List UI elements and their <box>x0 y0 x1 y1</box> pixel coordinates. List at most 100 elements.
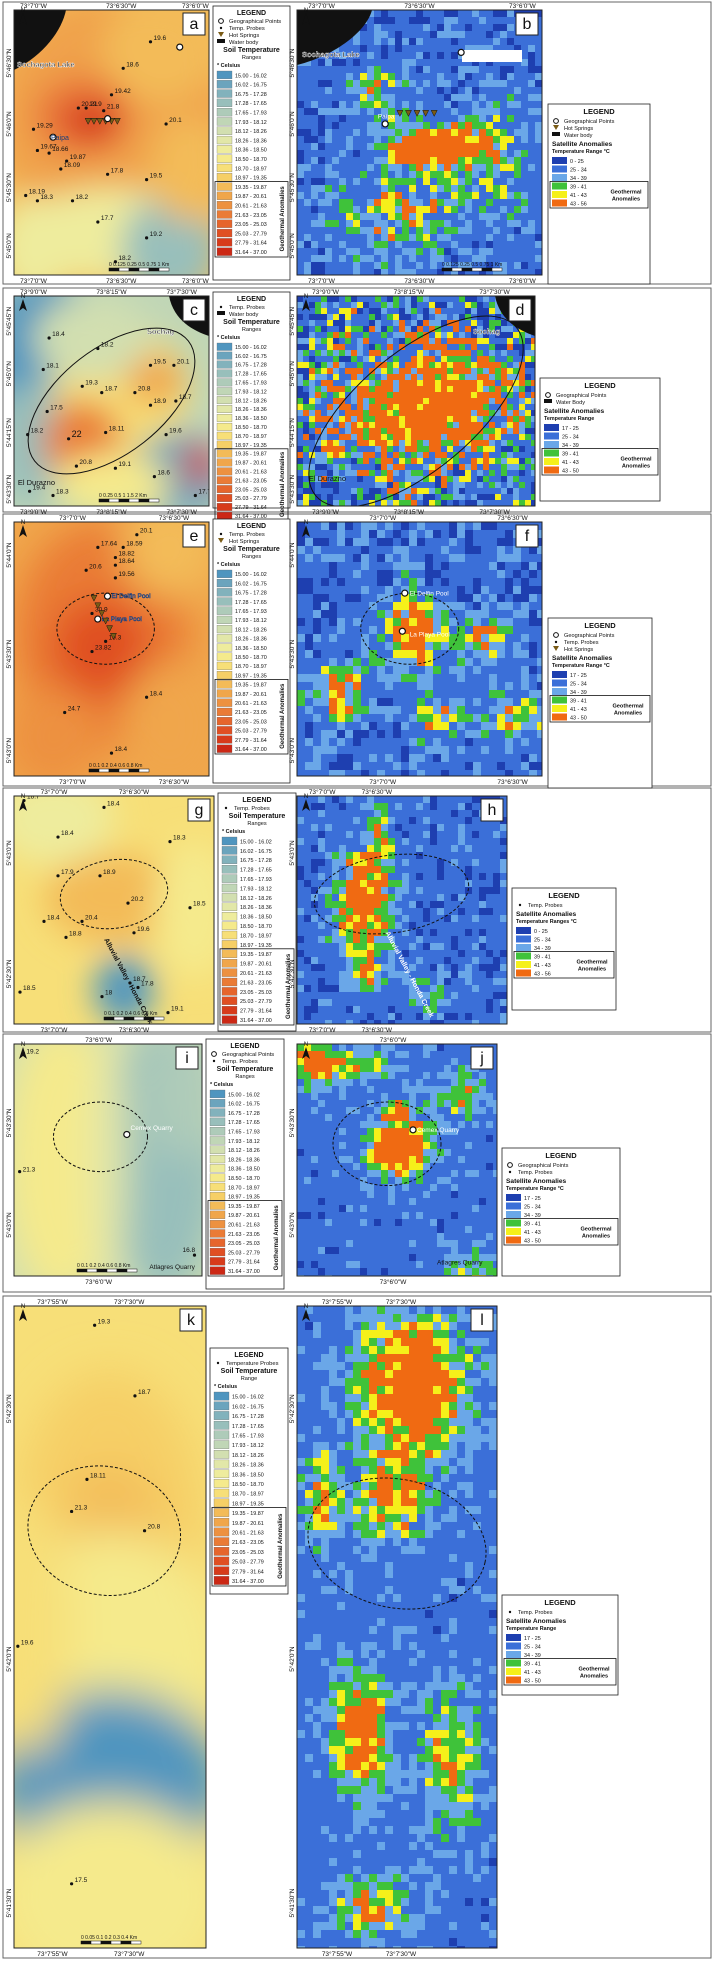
legend-swatch <box>221 883 238 893</box>
legend-swatch <box>516 944 531 951</box>
x-tick-label-top: 73°7'0"W <box>369 514 397 522</box>
legend-item-probe: Temp. Probes <box>229 305 265 311</box>
anomaly-ellipse <box>360 592 460 665</box>
probe-value: 19.1 <box>118 461 131 468</box>
legend-range-label: 18.70 - 18.97 <box>228 1185 260 1191</box>
legend-range-label: 18.12 - 18.26 <box>228 1148 260 1154</box>
legend-range-label: 31.64 - 37.00 <box>240 1018 272 1024</box>
temp-probe-marker <box>47 336 51 340</box>
y-tick-label: 5°46'0"N <box>288 111 296 137</box>
row-frame <box>2 513 712 787</box>
probe-value: 19.42 <box>115 88 132 95</box>
y-tick-label: 5°46'30"N <box>5 48 13 77</box>
temp-probe-marker <box>24 193 28 198</box>
legend-range-label: 27.79 - 31.64 <box>240 1009 272 1015</box>
x-tick-label-bottom: 73°8'15"W <box>96 508 127 516</box>
scale-bar: 0 0.05 0.1 0.2 0.3 0.4 Km <box>80 1935 142 1945</box>
scale-bar: 0 0.125 0.25 0.5 0.75 1 Km <box>108 262 169 272</box>
legend-range-label: 23.05 - 25.03 <box>235 719 267 725</box>
hot-spring-marker <box>422 110 430 117</box>
legend-frame <box>501 1147 621 1277</box>
y-tick-label: 5°45'0"N <box>288 233 296 259</box>
north-label: N <box>21 294 25 300</box>
legend-swatch <box>213 1420 230 1430</box>
north-arrow-icon: N <box>19 294 27 311</box>
legend-swatch <box>216 661 233 670</box>
legend-swatch <box>216 360 233 369</box>
panel-letter: c <box>190 302 198 319</box>
anomaly-ellipse <box>27 327 196 475</box>
legend-range-label: 19.87 - 20.61 <box>240 962 272 968</box>
legend-swatch <box>216 671 233 680</box>
y-tick-label: 5°45'0"N <box>288 361 296 387</box>
legend-range-label: 39 - 41 <box>524 1662 541 1668</box>
legend-range-label: 18.97 - 19.35 <box>235 443 267 449</box>
y-tick-label: 5°43'0"N <box>288 1212 296 1238</box>
x-tick-label-bottom: 73°6'30"W <box>497 778 528 786</box>
north-label: N <box>21 1304 25 1310</box>
scale-bar: 0 0.1 0.2 0.4 0.6 0.8 Km <box>103 1011 165 1021</box>
y-tick-label: 5°43'0"N <box>5 840 13 866</box>
legend-swatch <box>506 1194 521 1201</box>
legend-swatch <box>216 698 233 707</box>
place-label: Cemex Quarry <box>417 1127 460 1134</box>
legend-soil-title: Soil Temperature <box>223 319 280 326</box>
x-tick-label-bottom: 73°8'15"W <box>394 508 425 516</box>
probe-value: 18.6 <box>157 470 170 477</box>
legend-range-label: 16.02 - 16.75 <box>235 354 267 360</box>
soil-gradient <box>14 195 73 275</box>
legend-frame <box>205 1038 285 1290</box>
probe-value: 20.1 <box>140 528 153 535</box>
probe-value: 18.7 <box>133 976 146 983</box>
legend-range-label: 25.03 - 27.79 <box>235 496 267 502</box>
legend-swatch <box>544 432 559 440</box>
legend-swatch <box>216 476 233 485</box>
temp-probe-marker <box>121 66 125 70</box>
probe-value: 18.09 <box>64 162 81 169</box>
legend-swatch <box>209 1136 226 1145</box>
anomaly-ellipse <box>307 1477 487 1610</box>
probe-value: 19.87 <box>70 154 87 161</box>
temp-probe-marker <box>70 199 75 203</box>
probe-value: 18.66 <box>52 146 69 153</box>
legend-swatch <box>506 1236 521 1244</box>
probe-value: 19.5 <box>150 173 163 180</box>
legend-item-probe: Temp. Probes <box>222 1059 258 1065</box>
north-arrow-icon: N <box>302 1304 310 1321</box>
north-label: N <box>304 794 308 800</box>
legend-anomalies: Anomalies <box>580 1674 608 1680</box>
x-tick-label-bottom: 73°6'30"W <box>106 277 137 285</box>
legend-range-label: 19.87 - 20.61 <box>235 461 267 467</box>
legend-item-geo: Geographical Points <box>222 1052 274 1058</box>
legend-swatch <box>552 705 567 712</box>
place-label: Atlagres Quarry <box>437 1259 483 1266</box>
place-label: Paipa <box>51 135 69 142</box>
temp-probe-marker <box>188 906 192 910</box>
soil-gradient <box>53 453 170 506</box>
probe-value: 23.82 <box>95 645 112 652</box>
legend-range-label: 31.64 - 37.00 <box>235 250 267 256</box>
geo-point-marker <box>457 48 465 57</box>
temp-probe-marker <box>172 363 176 367</box>
legend-swatch <box>506 1202 521 1210</box>
probe-value: 19.6 <box>154 35 167 42</box>
probe-value: 18.11 <box>90 1472 106 1479</box>
legend-range-label: 16.02 - 16.75 <box>228 1102 260 1108</box>
probe-value: 19.4 <box>33 484 46 491</box>
probe-value: 21.3 <box>23 1167 36 1174</box>
legend-swatch <box>216 89 233 98</box>
satellite-legend: LEGEND Temp. Probes Satellite AnomaliesTem… <box>511 887 617 1011</box>
legend-title: LEGEND <box>237 10 266 17</box>
legend-range-label: 19.35 - 19.87 <box>228 1204 260 1210</box>
probe-value: 18.4 <box>107 800 120 807</box>
legend-swatch <box>216 126 233 135</box>
temp-probe-marker <box>164 122 168 126</box>
legend-swatch <box>216 458 233 467</box>
place-label: Atlagres Quarry <box>149 1264 195 1271</box>
legend-swatch <box>216 80 233 89</box>
panel-f: El Delfin Pool La Playa Pool f N 73°7'0"W 73°… <box>288 514 653 789</box>
legend-swatch <box>216 405 233 413</box>
